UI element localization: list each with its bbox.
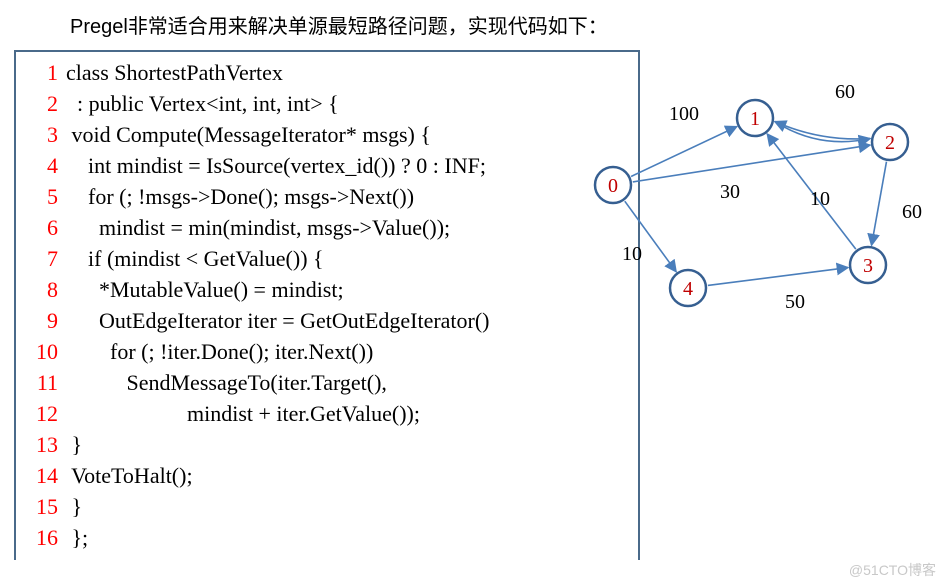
code-line: 15 } [22,494,632,525]
graph-edge [633,145,870,182]
code-line: 7 if (mindist < GetValue()) { [22,246,632,277]
code-line: 10 for (; !iter.Done(); iter.Next()) [22,339,632,370]
line-number: 13 [22,432,58,458]
code-line: 14 VoteToHalt(); [22,463,632,494]
code-text: if (mindist < GetValue()) { [66,246,324,272]
code-text: : public Vertex<int, int, int> { [66,91,339,117]
code-text: }; [66,525,88,551]
edge-weight-label: 10 [622,243,642,265]
code-text: mindist = min(mindist, msgs->Value()); [66,215,450,241]
intro-text: Pregel非常适合用来解决单源最短路径问题，实现代码如下： [70,10,608,39]
code-text: } [66,432,82,458]
line-number: 10 [22,339,58,365]
graph-edge [708,268,848,286]
code-line: 12 mindist + iter.GetValue()); [22,401,632,432]
code-lines-container: 1 class ShortestPathVertex 2 : public Vert… [22,60,632,556]
code-text: int mindist = IsSource(vertex_id()) ? 0 … [66,153,486,179]
code-text: class ShortestPathVertex [66,60,283,86]
code-line: 5 for (; !msgs->Done(); msgs->Next()) [22,184,632,215]
edge-weight-label: 50 [785,291,805,313]
line-number: 16 [22,525,58,551]
line-number: 9 [22,308,58,334]
code-line: 9 OutEdgeIterator iter = GetOutEdgeItera… [22,308,632,339]
watermark-text: @51CTO博客 [849,560,936,580]
line-number: 7 [22,246,58,272]
line-number: 11 [22,370,58,396]
graph-node-label: 0 [608,175,618,197]
code-text: OutEdgeIterator iter = GetOutEdgeIterato… [66,308,490,334]
line-number: 5 [22,184,58,210]
line-number: 4 [22,153,58,179]
line-number: 1 [22,60,58,86]
code-line: 13 } [22,432,632,463]
line-number: 14 [22,463,58,489]
graph-node-label: 3 [863,255,873,277]
graph-edge [872,162,887,246]
code-text: } [66,494,82,520]
line-number: 8 [22,277,58,303]
code-line: 8 *MutableValue() = mindist; [22,277,632,308]
code-block-frame: 1 class ShortestPathVertex 2 : public Vert… [14,50,640,560]
graph-node-label: 4 [683,278,693,300]
line-number: 12 [22,401,58,427]
code-text: for (; !iter.Done(); iter.Next()) [66,339,373,365]
edge-weight-label: 30 [720,181,740,203]
code-text: void Compute(MessageIterator* msgs) { [66,122,431,148]
code-text: VoteToHalt(); [66,463,193,489]
graph-node-label: 1 [750,108,760,130]
line-number: 6 [22,215,58,241]
code-line: 16 }; [22,525,632,556]
edge-weight-label: 10 [810,188,830,210]
line-number: 2 [22,91,58,117]
edge-weight-label: 60 [835,81,855,103]
shortest-path-graph: 100 30 10 60 60 10 50 0 1 2 3 4 [580,60,940,340]
code-line: 3 void Compute(MessageIterator* msgs) { [22,122,632,153]
line-number: 15 [22,494,58,520]
code-text: for (; !msgs->Done(); msgs->Next()) [66,184,414,210]
graph-node-label: 2 [885,132,895,154]
code-line: 4 int mindist = IsSource(vertex_id()) ? … [22,153,632,184]
line-number: 3 [22,122,58,148]
code-line: 6 mindist = min(mindist, msgs->Value()); [22,215,632,246]
edge-weight-label: 60 [902,201,922,223]
code-line: 11 SendMessageTo(iter.Target(), [22,370,632,401]
edge-weight-label: 100 [669,103,699,125]
code-text: SendMessageTo(iter.Target(), [66,370,387,396]
code-text: mindist + iter.GetValue()); [66,401,420,427]
code-line: 2 : public Vertex<int, int, int> { [22,91,632,122]
code-line: 1 class ShortestPathVertex [22,60,632,91]
code-text: *MutableValue() = mindist; [66,277,344,303]
